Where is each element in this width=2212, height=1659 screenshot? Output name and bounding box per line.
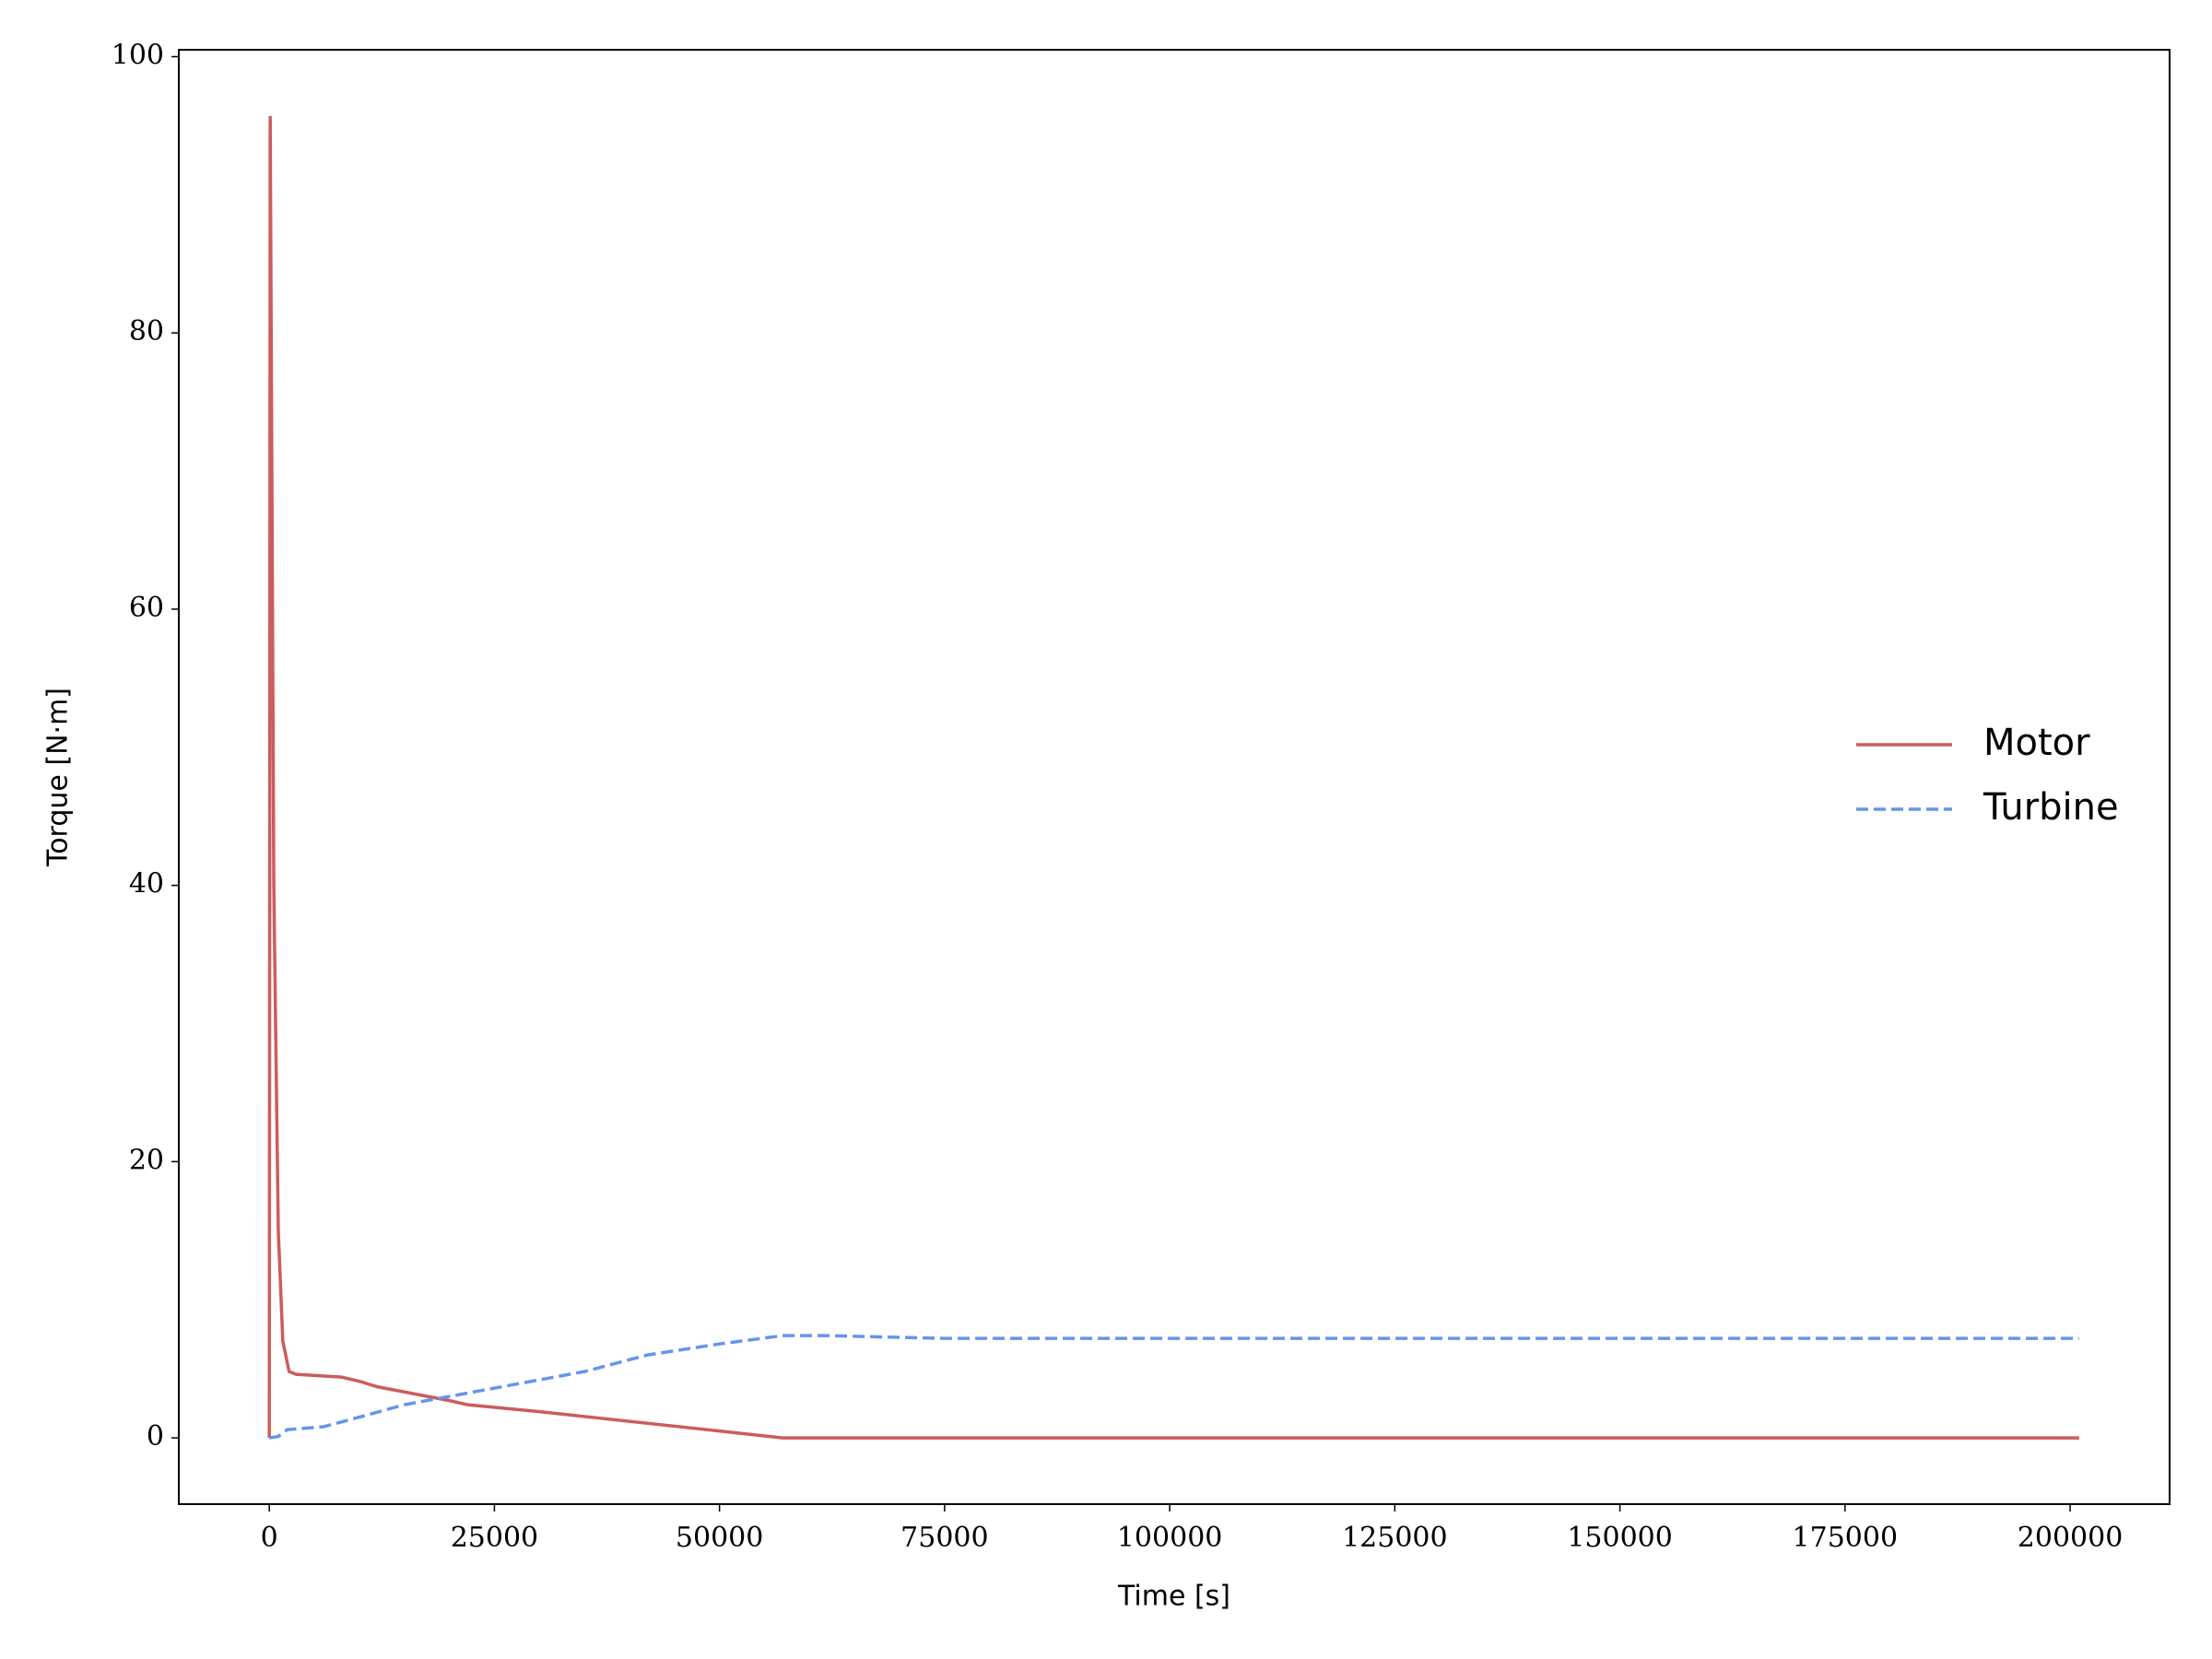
y-tick-label: 100 <box>112 39 164 71</box>
x-tick-label: 25000 <box>451 1522 538 1554</box>
x-tick-label: 150000 <box>1567 1522 1673 1554</box>
y-tick-label: 40 <box>129 868 164 900</box>
y-tick-label: 20 <box>129 1144 164 1176</box>
legend-label: Motor <box>1983 722 2090 764</box>
x-tick-label: 75000 <box>900 1522 988 1554</box>
x-tick-label: 100000 <box>1117 1522 1223 1554</box>
x-tick-label: 50000 <box>676 1522 763 1554</box>
x-tick-label: 200000 <box>2018 1522 2124 1554</box>
x-tick-label: 125000 <box>1342 1522 1448 1554</box>
series-line <box>267 115 2079 1440</box>
x-tick-label: 175000 <box>1793 1522 1899 1554</box>
x-tick-label: 0 <box>261 1522 278 1554</box>
y-tick-label: 80 <box>129 315 164 347</box>
series-line <box>268 1334 2079 1440</box>
y-axis-label: Torque [N·m] <box>42 688 75 867</box>
y-tick-label: 0 <box>147 1420 164 1453</box>
x-axis-label: Time [s] <box>1117 1581 1230 1613</box>
plot-frame <box>178 49 2171 1505</box>
y-tick-label: 60 <box>129 592 164 624</box>
legend-label: Turbine <box>1983 786 2119 829</box>
